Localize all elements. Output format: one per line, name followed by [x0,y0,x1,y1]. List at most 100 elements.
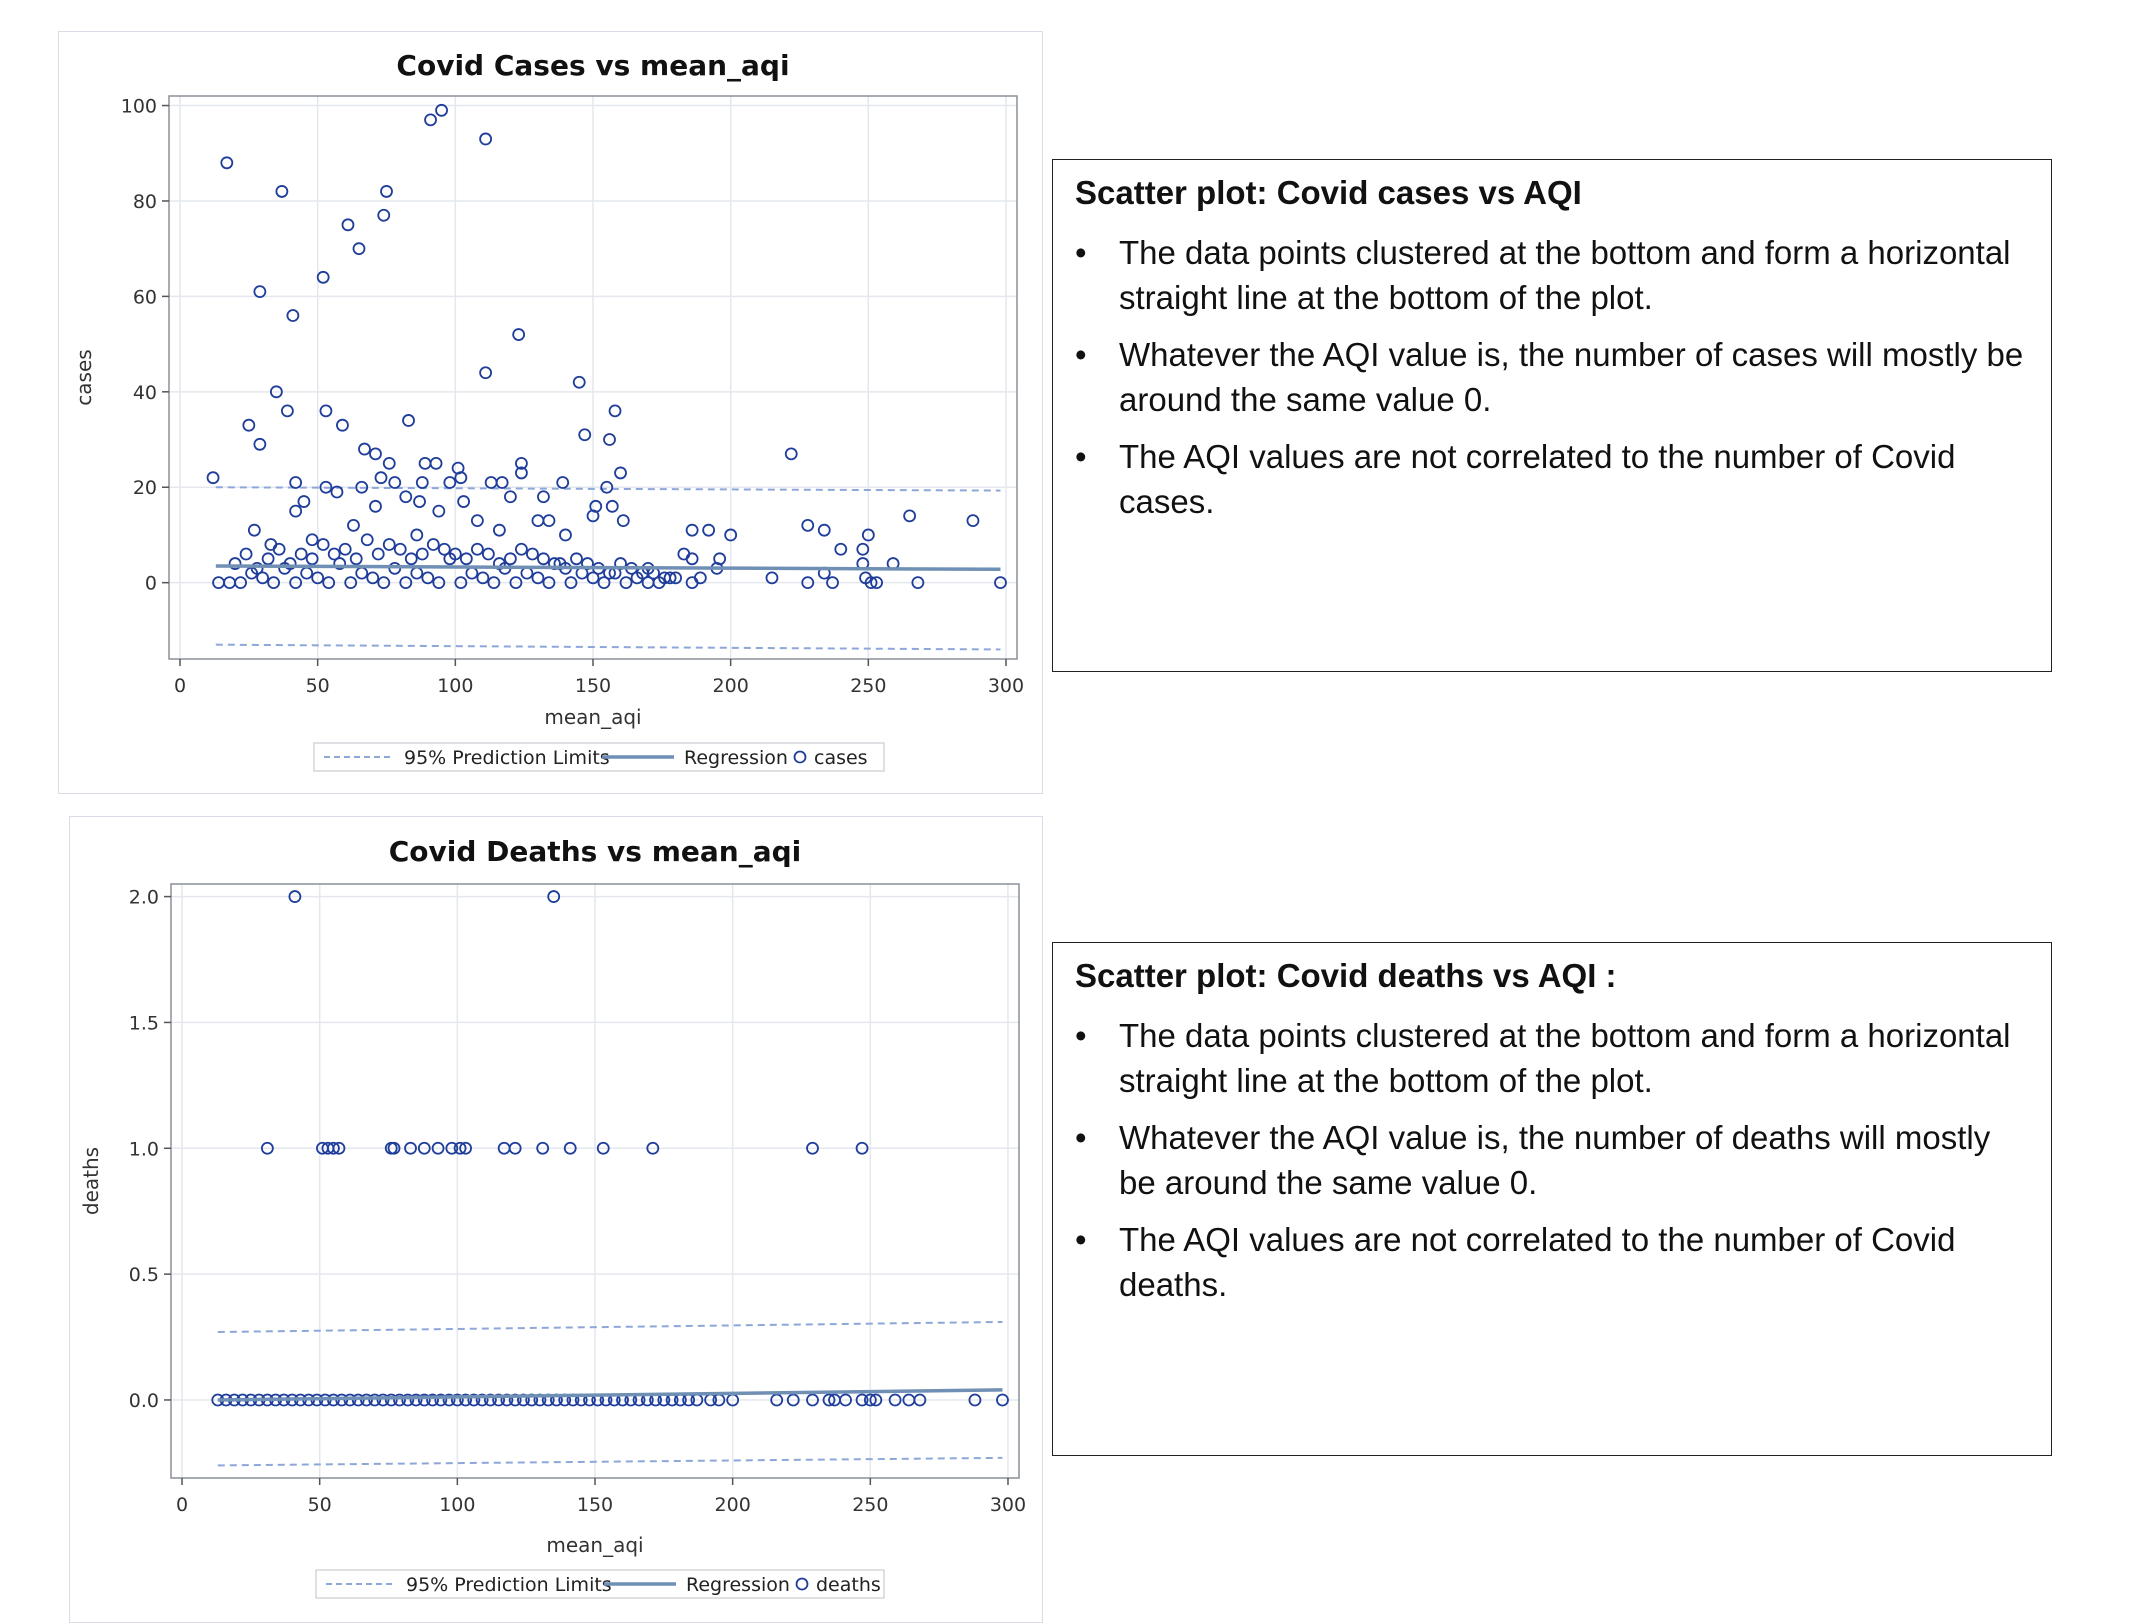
data-point [288,890,302,903]
data-point [432,576,446,590]
data-point [869,1393,883,1407]
data-point [702,523,716,537]
data-point [603,433,616,446]
deaths-notes-title: Scatter plot: Covid deaths vs AQI : [1075,957,1617,994]
data-point [556,476,570,489]
data-point [870,576,883,590]
data-point [415,547,429,561]
data-point [360,1393,373,1407]
data-point [327,1141,340,1155]
data-point [784,447,798,461]
data-point [470,542,484,556]
data-point [432,504,446,518]
prediction-upper-line [215,486,1001,492]
data-point [994,576,1007,590]
data-point [286,309,300,322]
data-point [369,447,382,461]
data-point [467,1393,481,1407]
data-point [586,571,600,585]
data-point [479,366,493,380]
data-point [387,1141,401,1155]
data-point [492,557,506,570]
y-tick-label: 40 [133,382,157,404]
data-point [479,132,493,146]
data-point [294,547,308,561]
data-point [483,1393,497,1407]
y-tick-label: 60 [133,286,157,308]
data-point [413,495,426,508]
deaths-scatter-plot: Covid Deaths vs mean_aqi 0 50 100 150 200 250 3… [79,835,1026,1599]
data-point [801,519,815,532]
data-point [319,480,333,494]
data-point [377,208,391,222]
data-point [515,456,528,470]
data-point [305,552,319,566]
data-point [384,1393,398,1407]
list-item: • Whatever the AQI value is, the number o… [1075,1115,2029,1205]
data-point [417,1393,431,1407]
data-point [570,552,583,566]
data-point [586,509,600,523]
x-axis-label: mean_aqi [544,705,641,729]
data-point [434,1393,448,1407]
data-point [863,1393,877,1407]
data-point [283,557,297,570]
data-point [806,1393,819,1407]
data-point [401,1393,415,1407]
data-point [374,471,388,485]
data-point [289,476,303,489]
data-point [608,404,622,418]
data-point [454,471,468,485]
data-point [559,528,572,542]
data-point [459,552,473,566]
data-point [445,1141,459,1155]
data-point [512,328,526,341]
legend-marker-label: deaths [816,1574,881,1596]
data-point [470,514,484,528]
data-point [377,576,391,590]
prediction-upper-line [217,1320,1003,1334]
data-point [442,1393,456,1407]
x-axis-label: mean_aqi [546,1533,643,1557]
data-point [453,1141,467,1155]
data-point [415,476,429,489]
data-point [822,1393,836,1407]
data-point [261,552,275,566]
data-point [968,1393,982,1407]
data-point [234,576,247,590]
list-item: • The AQI values are not correlated to th… [1075,434,2029,524]
data-point [856,542,870,556]
data-point [327,547,341,561]
data-point [393,1393,406,1407]
data-point [256,571,270,585]
data-point [399,490,413,504]
data-point [542,514,556,528]
data-point [316,270,330,284]
chart-title: Covid Cases vs mean_aqi [396,49,789,82]
data-point [369,499,382,513]
list-item: • The AQI values are not correlated to th… [1075,1217,2029,1307]
data-point [333,557,347,570]
x-tick-label: 50 [306,675,330,697]
data-point [724,528,738,542]
data-point [614,466,627,480]
data-point [531,571,545,585]
data-point [376,1393,390,1407]
x-tick-label: 250 [852,1494,888,1516]
y-axis-label: deaths [79,1147,103,1215]
data-point [500,1393,514,1407]
data-point [457,495,470,508]
data-point [330,485,344,499]
data-point [206,471,220,485]
legend-marker-swatch [795,1577,809,1591]
data-point [616,514,630,528]
data-point [685,576,699,590]
data-point [431,1141,445,1155]
y-axis-label: cases [72,349,96,405]
data-point [481,547,495,561]
x-tick-label: 0 [176,1494,188,1516]
x-tick-label: 200 [713,675,749,697]
data-point [399,576,413,590]
data-point [536,1141,550,1155]
data-point [421,571,435,585]
